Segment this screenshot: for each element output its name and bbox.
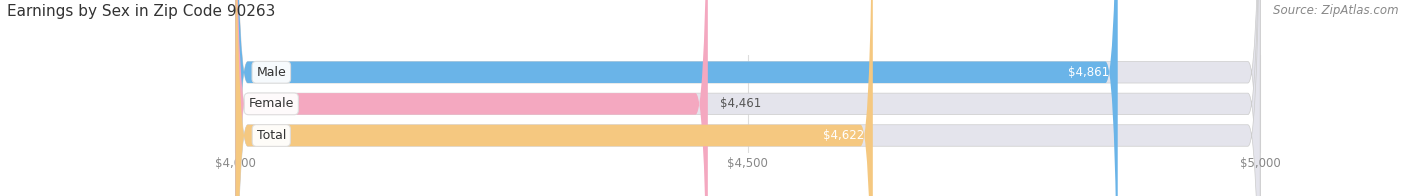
FancyBboxPatch shape — [235, 0, 707, 196]
FancyBboxPatch shape — [235, 0, 1260, 196]
Text: Earnings by Sex in Zip Code 90263: Earnings by Sex in Zip Code 90263 — [7, 4, 276, 19]
FancyBboxPatch shape — [235, 0, 1260, 196]
Text: Female: Female — [249, 97, 294, 110]
Text: Male: Male — [256, 66, 287, 79]
FancyBboxPatch shape — [235, 0, 1260, 196]
FancyBboxPatch shape — [235, 0, 873, 196]
Text: Source: ZipAtlas.com: Source: ZipAtlas.com — [1274, 4, 1399, 17]
Text: $4,461: $4,461 — [720, 97, 762, 110]
Text: $4,622: $4,622 — [824, 129, 865, 142]
Text: $4,861: $4,861 — [1069, 66, 1109, 79]
Text: Total: Total — [257, 129, 285, 142]
FancyBboxPatch shape — [235, 0, 1118, 196]
